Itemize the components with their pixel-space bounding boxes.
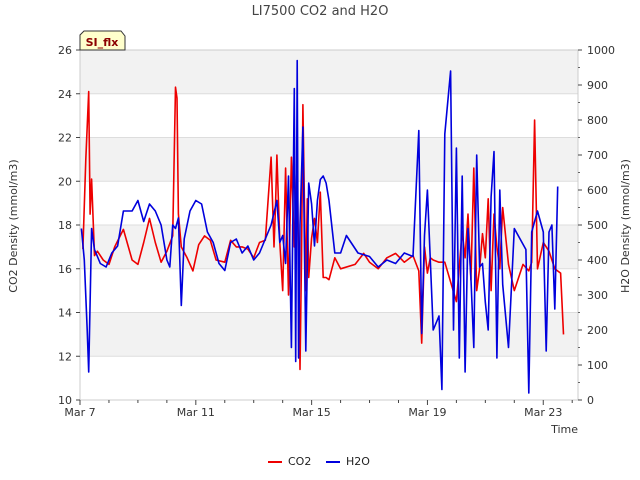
right-tick-label: 0 — [587, 394, 594, 407]
right-tick-label: 100 — [587, 359, 608, 372]
legend: CO2 H2O — [268, 455, 370, 468]
legend-label-co2: CO2 — [288, 455, 311, 468]
left-tick-label: 10 — [58, 394, 72, 407]
right-axis-title: H2O Density (mmol/m3) — [619, 159, 632, 293]
site-badge: SI_flx — [79, 30, 126, 51]
right-tick-label: 400 — [587, 254, 608, 267]
right-tick-label: 800 — [587, 114, 608, 127]
series-line-h2o — [80, 59, 559, 394]
series-line-co2 — [82, 86, 565, 371]
left-axis-title: CO2 Density (mmol/m3) — [7, 159, 20, 292]
right-tick-label: 600 — [587, 184, 608, 197]
right-tick-label: 300 — [587, 289, 608, 302]
x-tick-label: Mar 15 — [293, 406, 331, 419]
chart-title: LI7500 CO2 and H2O — [252, 4, 389, 19]
x-tick-label: Mar 19 — [408, 406, 446, 419]
left-tick-label: 20 — [58, 175, 72, 188]
left-tick-label: 22 — [58, 132, 72, 145]
left-tick-label: 18 — [58, 219, 72, 232]
x-tick-label: Mar 7 — [64, 406, 95, 419]
left-axis-ticks: 10 12 14 16 18 20 22 24 26 — [58, 44, 80, 407]
left-tick-label: 16 — [58, 263, 72, 276]
x-tick-label: Mar 11 — [177, 406, 215, 419]
background-band — [80, 50, 578, 94]
right-tick-label: 700 — [587, 149, 608, 162]
right-tick-label: 500 — [587, 219, 608, 232]
left-tick-label: 24 — [58, 88, 72, 101]
series-layer — [80, 59, 565, 394]
background-band — [80, 356, 578, 400]
site-badge-shape — [79, 30, 126, 51]
left-tick-label: 26 — [58, 44, 72, 57]
right-tick-label: 1000 — [587, 44, 615, 57]
right-axis-ticks: 0 100 200 300 400 500 600 700 800 900 1000 — [578, 44, 615, 407]
left-tick-label: 14 — [58, 307, 72, 320]
background-band — [80, 137, 578, 182]
right-tick-label: 200 — [587, 324, 608, 337]
right-tick-label: 900 — [587, 79, 608, 92]
site-badge-label: SI_flx — [86, 36, 119, 49]
background-band — [80, 93, 578, 138]
background-band — [80, 312, 578, 357]
x-axis-ticks: Mar 7 Mar 11 Mar 15 Mar 19 Mar 23 — [64, 400, 573, 419]
legend-label-h2o: H2O — [346, 455, 370, 468]
left-tick-label: 12 — [58, 350, 72, 363]
x-tick-label: Mar 23 — [524, 406, 562, 419]
background-band — [80, 225, 578, 269]
x-axis-title: Time — [550, 423, 578, 436]
